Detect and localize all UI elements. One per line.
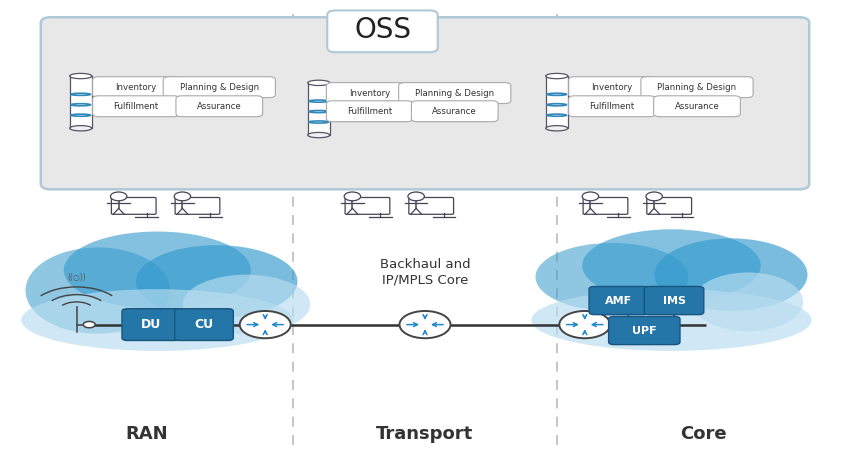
FancyBboxPatch shape: [93, 77, 179, 98]
FancyBboxPatch shape: [326, 101, 413, 122]
Circle shape: [408, 192, 424, 201]
FancyBboxPatch shape: [175, 197, 220, 214]
Ellipse shape: [136, 245, 298, 318]
FancyBboxPatch shape: [399, 83, 511, 104]
FancyBboxPatch shape: [411, 101, 498, 122]
FancyBboxPatch shape: [122, 309, 180, 340]
Bar: [70, 76, 92, 128]
Ellipse shape: [21, 289, 293, 351]
Text: UPF: UPF: [632, 326, 656, 336]
FancyBboxPatch shape: [409, 197, 454, 214]
Ellipse shape: [308, 133, 330, 138]
Text: Transport: Transport: [377, 424, 473, 443]
Bar: [308, 83, 330, 135]
Text: Planning & Design: Planning & Design: [415, 89, 495, 98]
Circle shape: [344, 192, 360, 201]
Text: Assurance: Assurance: [675, 102, 719, 111]
Text: Fulfillment: Fulfillment: [347, 107, 393, 116]
Ellipse shape: [531, 289, 812, 351]
Text: Inventory: Inventory: [116, 83, 156, 92]
Ellipse shape: [546, 74, 568, 79]
Circle shape: [110, 192, 127, 201]
Text: ((○)): ((○)): [67, 273, 86, 282]
FancyBboxPatch shape: [326, 83, 413, 104]
Text: Inventory: Inventory: [349, 89, 390, 98]
FancyBboxPatch shape: [93, 96, 179, 117]
Circle shape: [400, 311, 451, 338]
Ellipse shape: [582, 229, 761, 302]
Text: Assurance: Assurance: [197, 102, 241, 111]
FancyBboxPatch shape: [163, 77, 275, 98]
Ellipse shape: [26, 247, 170, 334]
Text: RAN: RAN: [125, 424, 167, 443]
FancyBboxPatch shape: [174, 309, 233, 340]
FancyBboxPatch shape: [644, 286, 704, 315]
Text: Assurance: Assurance: [433, 107, 477, 116]
FancyBboxPatch shape: [41, 17, 809, 189]
FancyBboxPatch shape: [327, 10, 438, 52]
Ellipse shape: [183, 275, 310, 334]
Text: Fulfillment: Fulfillment: [589, 102, 635, 111]
Circle shape: [559, 311, 610, 338]
Ellipse shape: [70, 126, 92, 131]
FancyBboxPatch shape: [647, 197, 692, 214]
Bar: [546, 76, 568, 128]
Circle shape: [174, 192, 190, 201]
Text: Fulfillment: Fulfillment: [113, 102, 159, 111]
Ellipse shape: [64, 232, 251, 309]
FancyBboxPatch shape: [569, 96, 655, 117]
FancyBboxPatch shape: [583, 197, 628, 214]
Ellipse shape: [536, 243, 688, 311]
Text: Planning & Design: Planning & Design: [657, 83, 737, 92]
Circle shape: [240, 311, 291, 338]
Text: OSS: OSS: [354, 16, 411, 44]
Text: CU: CU: [195, 318, 213, 331]
FancyBboxPatch shape: [641, 77, 753, 98]
Text: Core: Core: [681, 424, 727, 443]
FancyBboxPatch shape: [569, 77, 655, 98]
FancyBboxPatch shape: [654, 96, 740, 117]
Text: AMF: AMF: [605, 296, 632, 306]
Text: Planning & Design: Planning & Design: [179, 83, 259, 92]
FancyBboxPatch shape: [345, 197, 390, 214]
Ellipse shape: [654, 238, 808, 311]
Circle shape: [646, 192, 662, 201]
Text: Inventory: Inventory: [592, 83, 632, 92]
Ellipse shape: [70, 74, 92, 79]
Text: IMS: IMS: [662, 296, 686, 306]
FancyBboxPatch shape: [609, 316, 680, 345]
FancyBboxPatch shape: [176, 96, 263, 117]
Text: Backhaul and
IP/MPLS Core: Backhaul and IP/MPLS Core: [380, 258, 470, 286]
FancyBboxPatch shape: [111, 197, 156, 214]
FancyBboxPatch shape: [589, 286, 649, 315]
Circle shape: [83, 321, 95, 328]
Ellipse shape: [546, 126, 568, 131]
Ellipse shape: [308, 80, 330, 85]
Text: DU: DU: [141, 318, 162, 331]
Ellipse shape: [693, 272, 803, 331]
Circle shape: [582, 192, 598, 201]
